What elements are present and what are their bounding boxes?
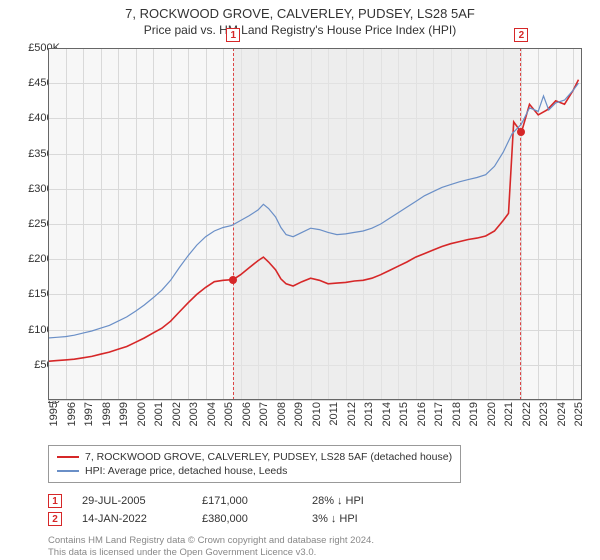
x-axis-label: 2023 [538,402,550,426]
series-property [48,80,579,362]
x-axis-label: 2013 [363,402,375,426]
x-axis-label: 2014 [381,402,393,426]
sale-diff: 3% ↓ HPI [312,513,358,525]
series-hpi [48,83,579,338]
x-axis-label: 2012 [346,402,358,426]
sale-marker-box-2: 2 [514,28,528,42]
sale-date: 14-JAN-2022 [82,513,182,525]
x-axis-label: 2006 [241,402,253,426]
sale-price: £380,000 [202,513,292,525]
sale-row-2: 2 14-JAN-2022 £380,000 3% ↓ HPI [48,510,364,528]
sale-marker-dot-1 [229,276,237,284]
x-axis-label: 2022 [521,402,533,426]
x-axis-label: 1996 [66,402,78,426]
x-axis-label: 2016 [416,402,428,426]
legend-item-hpi: HPI: Average price, detached house, Leed… [57,464,452,478]
chart-subtitle: Price paid vs. HM Land Registry's House … [0,21,600,43]
x-axis-label: 2005 [223,402,235,426]
chart-title: 7, ROCKWOOD GROVE, CALVERLEY, PUDSEY, LS… [0,0,600,21]
chart-lines-svg [48,48,582,400]
x-axis-label: 2000 [136,402,148,426]
sale-diff: 28% ↓ HPI [312,495,364,507]
legend-item-property: 7, ROCKWOOD GROVE, CALVERLEY, PUDSEY, LS… [57,450,452,464]
sales-table: 1 29-JUL-2005 £171,000 28% ↓ HPI 2 14-JAN-202… [48,492,364,528]
sale-marker-box-1: 1 [226,28,240,42]
footer-line-2: This data is licensed under the Open Gov… [48,547,374,558]
x-axis-label: 2018 [451,402,463,426]
x-axis-label: 2001 [153,402,165,426]
x-axis-label: 1998 [101,402,113,426]
footer-attribution: Contains HM Land Registry data © Crown c… [48,535,374,558]
chart-plot-area: 12 [48,48,582,400]
x-axis-label: 2017 [433,402,445,426]
legend-swatch [57,456,79,458]
sale-marker-dot-2 [517,128,525,136]
x-axis-label: 2007 [258,402,270,426]
x-axis-label: 2019 [468,402,480,426]
arrow-down-icon: ↓ [337,495,343,507]
x-axis-label: 1999 [118,402,130,426]
sale-row-1: 1 29-JUL-2005 £171,000 28% ↓ HPI [48,492,364,510]
footer-line-1: Contains HM Land Registry data © Crown c… [48,535,374,546]
x-axis-label: 2011 [328,402,340,426]
sale-row-marker: 1 [48,494,62,508]
x-axis-label: 2004 [206,402,218,426]
x-axis-label: 2009 [293,402,305,426]
legend-label: HPI: Average price, detached house, Leed… [85,465,287,477]
chart-legend: 7, ROCKWOOD GROVE, CALVERLEY, PUDSEY, LS… [48,445,461,483]
x-axis-label: 2010 [311,402,323,426]
x-axis-label: 2008 [276,402,288,426]
legend-swatch [57,470,79,472]
x-axis-label: 2020 [486,402,498,426]
gridline-h [48,400,582,401]
x-axis-label: 1995 [48,402,60,426]
sale-row-marker: 2 [48,512,62,526]
x-axis-label: 2003 [188,402,200,426]
x-axis-label: 2002 [171,402,183,426]
x-axis-label: 1997 [83,402,95,426]
sale-date: 29-JUL-2005 [82,495,182,507]
legend-label: 7, ROCKWOOD GROVE, CALVERLEY, PUDSEY, LS… [85,451,452,463]
x-axis-label: 2025 [573,402,585,426]
sale-price: £171,000 [202,495,292,507]
arrow-down-icon: ↓ [331,513,337,525]
x-axis-label: 2024 [556,402,568,426]
x-axis-label: 2021 [503,402,515,426]
x-axis-label: 2015 [398,402,410,426]
